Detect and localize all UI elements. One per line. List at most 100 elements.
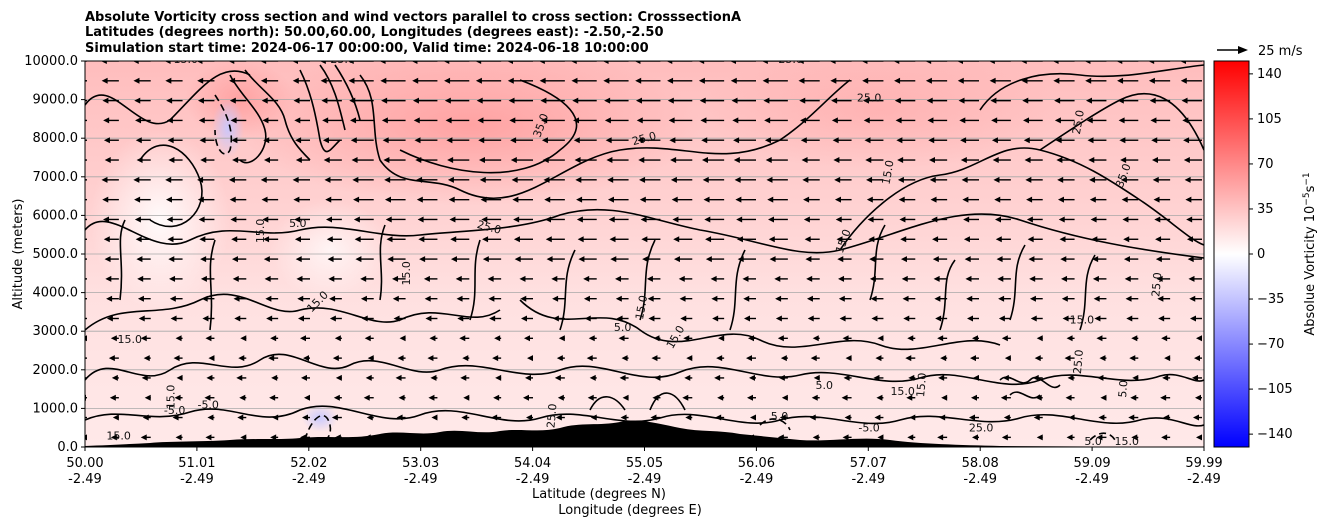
wind-vector-head: [354, 236, 361, 243]
wind-vector-head: [135, 137, 142, 144]
x-tick-label-lon: -2.49: [180, 472, 214, 487]
wind-vector-head: [292, 77, 299, 84]
contour-label: 25.0: [1071, 349, 1086, 375]
wind-vector-head: [456, 295, 463, 302]
wind-vector-head: [476, 97, 483, 104]
wind-vector-head: [845, 355, 852, 362]
wind-vector-head: [1053, 77, 1060, 84]
wind-vector-head: [232, 157, 239, 164]
wind-vector-head: [1120, 157, 1127, 164]
negative-contour-line: [759, 418, 791, 431]
wind-vector-head: [1158, 315, 1165, 322]
wind-vector-head: [1061, 295, 1068, 302]
wind-vector-head: [229, 77, 236, 84]
wind-vector-head: [263, 256, 270, 263]
wind-vector-head: [540, 97, 547, 104]
wind-vector-head: [686, 355, 693, 362]
wind-vector-head: [779, 414, 786, 421]
wind-vector-head: [349, 97, 356, 104]
contour-line: [119, 219, 126, 301]
wind-vector-head: [806, 275, 813, 282]
wind-vector-head: [558, 335, 565, 342]
wind-vector-head: [604, 97, 611, 104]
wind-vector-head: [1117, 77, 1124, 84]
wind-vector-head: [204, 394, 211, 401]
wind-vector-head: [862, 97, 869, 104]
wind-vector-head: [679, 295, 686, 302]
wind-vector-head: [1024, 157, 1031, 164]
wind-vector-head: [743, 295, 750, 302]
wind-vector-head: [973, 374, 979, 381]
wind-vector-head: [229, 97, 236, 104]
wind-vector-head: [1131, 434, 1138, 441]
wind-vector-head: [698, 61, 705, 64]
wind-vector-head: [140, 335, 147, 342]
wind-vector-head: [639, 176, 646, 183]
grid-lines: [85, 61, 1204, 447]
wind-vector-head: [167, 137, 174, 144]
wind-vector-head: [423, 275, 430, 282]
wind-vector-head: [685, 414, 692, 421]
wind-vector-head: [487, 275, 494, 282]
wind-vector-head: [521, 315, 528, 322]
wind-vector-head: [988, 61, 995, 64]
wind-vector-head: [1184, 176, 1191, 183]
wind-vector-head: [1118, 117, 1125, 124]
wind-vector-head: [78, 415, 84, 421]
title-line-2: Latitudes (degrees north): 50.00,60.00, …: [85, 25, 664, 40]
wind-vector-head: [1003, 414, 1010, 421]
wind-vector-head: [704, 216, 711, 223]
colorbar-tick-label: 35: [1257, 202, 1274, 217]
wind-vector-head: [1098, 414, 1105, 421]
wind-vector-head: [748, 335, 754, 342]
wind-vector-head: [1096, 434, 1103, 441]
wind-vector-head: [647, 295, 654, 302]
y-tick-label: 3000.0: [33, 324, 79, 339]
wind-vector-head: [960, 137, 967, 144]
wind-vector-head: [863, 117, 870, 124]
wind-vector-head: [1183, 157, 1190, 164]
wind-vector-head: [1153, 196, 1160, 203]
colorbar-gradient: [1213, 60, 1250, 448]
wind-vector-head: [513, 236, 520, 243]
wind-vector-head: [639, 196, 646, 203]
wind-vector-head: [100, 61, 107, 64]
contour-label: 15.0: [880, 159, 897, 185]
x-tick-label-lon: -2.49: [292, 472, 326, 487]
contour-line: [299, 69, 341, 153]
wind-vector-head: [450, 256, 457, 263]
wind-vector-head: [200, 275, 207, 282]
wind-vector-head: [606, 157, 613, 164]
wind-vector-head: [833, 157, 840, 164]
wind-vector-head: [263, 157, 270, 164]
contour-label: 5.0: [614, 321, 632, 334]
wind-vector-head: [1180, 77, 1187, 84]
wind-vector-head: [457, 315, 464, 322]
wind-vector-head: [482, 256, 489, 263]
wind-vector-head: [265, 295, 272, 302]
wind-vector-head: [541, 137, 548, 144]
wind-vector-head: [1028, 256, 1035, 263]
wind-vector-head: [263, 236, 270, 243]
wind-vector-head: [541, 117, 548, 124]
contour-label: 15.0: [165, 385, 178, 410]
wind-vector-head: [865, 157, 872, 164]
wind-vector-head: [928, 137, 935, 144]
wind-vector-head: [198, 216, 205, 223]
wind-vector-head: [448, 196, 455, 203]
wind-vector-head: [1180, 61, 1186, 64]
contour-line: [379, 224, 386, 301]
wind-vector-head: [876, 394, 883, 401]
wind-vector-head: [262, 216, 269, 223]
wind-vector-head: [667, 97, 674, 104]
contour-line: [85, 293, 501, 331]
high-vorticity-region-2: [700, 61, 1060, 170]
wind-vector-head: [1195, 394, 1201, 401]
y-axis: 0.0 1000.0 2000.0 3000.0 4000.0 5000.0 6000.0 7…: [24, 54, 85, 455]
wind-vector-head: [556, 355, 563, 362]
wind-vector-head: [652, 394, 659, 401]
wind-vector-head: [894, 77, 901, 84]
contour-label: 5.0: [289, 217, 307, 230]
low-vorticity-region: [90, 130, 230, 310]
x-tick-label-lon: -2.49: [68, 472, 102, 487]
